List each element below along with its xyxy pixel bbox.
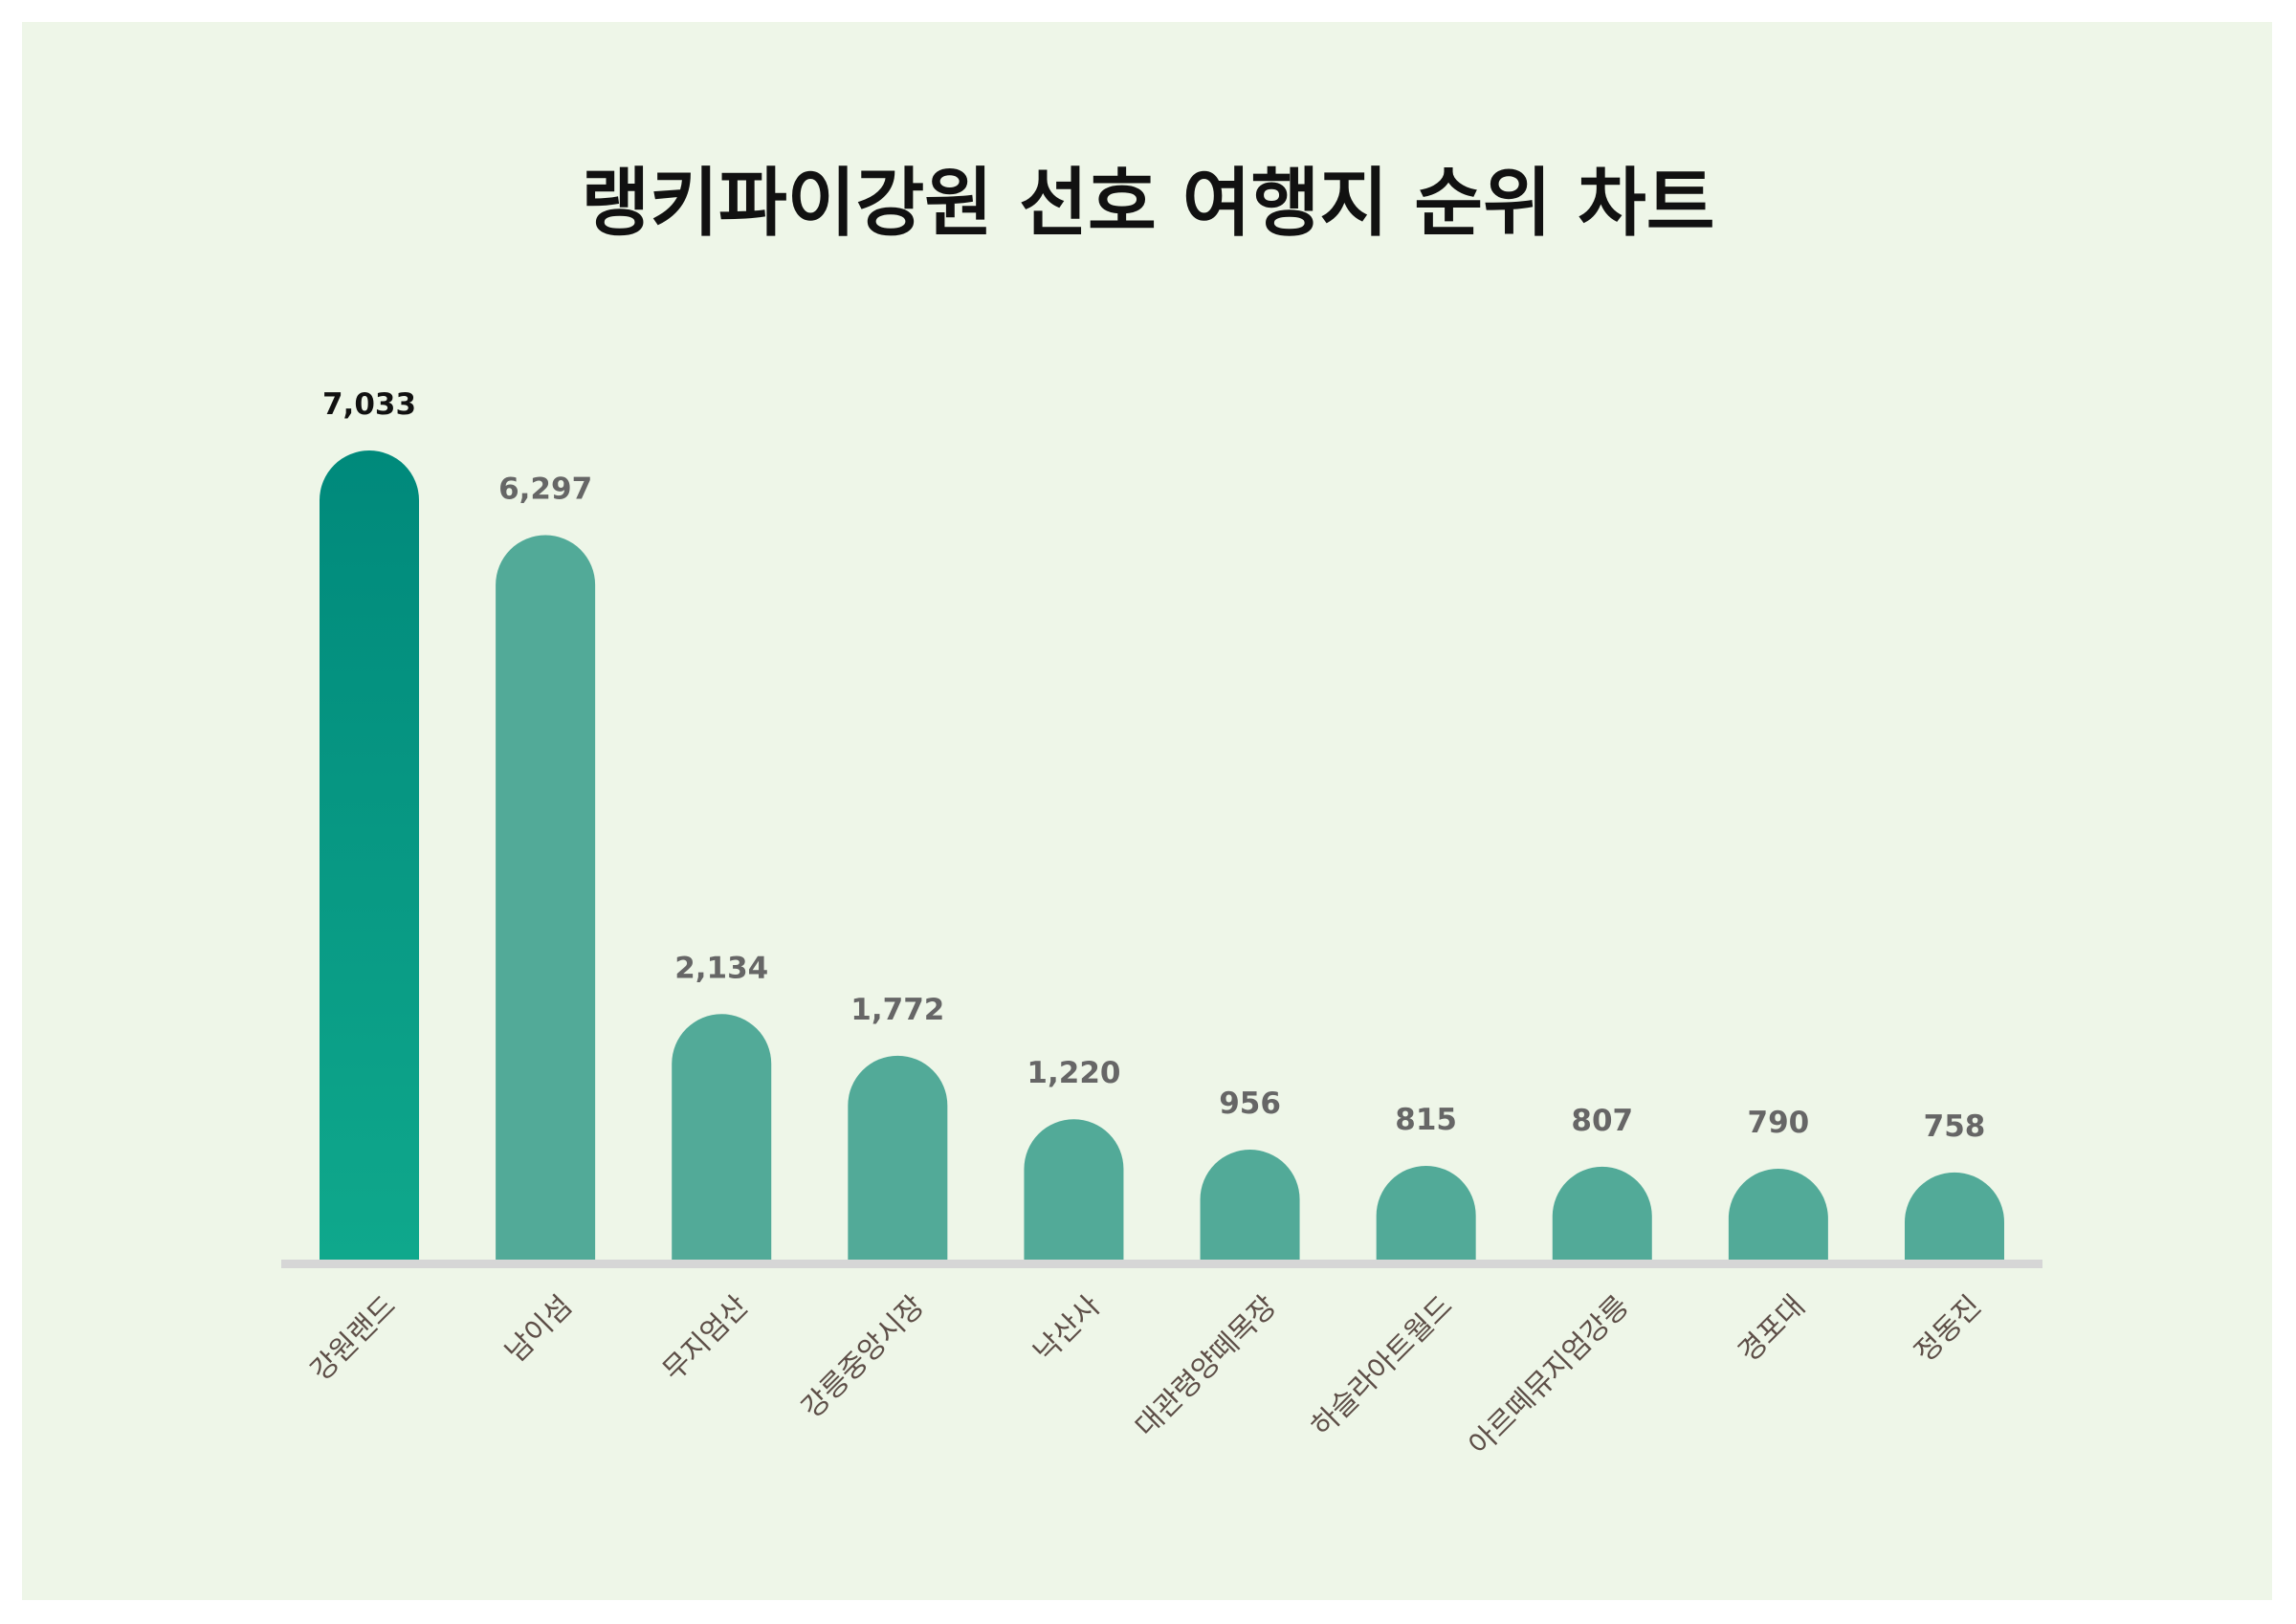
value-label: 807 — [1571, 1104, 1633, 1138]
bar-대관령양떼목장 — [1200, 1150, 1300, 1260]
category-label: 아르떼뮤지엄강릉 — [1463, 1289, 1636, 1462]
category-label: 남이섬 — [499, 1289, 579, 1369]
bar-강릉중앙시장 — [848, 1055, 948, 1260]
bar-강원랜드 — [320, 450, 419, 1260]
value-label: 6,297 — [498, 472, 592, 507]
value-label: 758 — [1924, 1109, 1986, 1144]
category-label: 하슬라아트월드 — [1305, 1289, 1459, 1443]
bar-경포대 — [1728, 1168, 1828, 1260]
bar-정동진 — [1905, 1172, 2004, 1260]
value-label: 2,134 — [674, 951, 768, 985]
category-label: 무지엄산 — [656, 1289, 755, 1388]
bar-남이섬 — [496, 535, 596, 1260]
value-label: 815 — [1395, 1103, 1457, 1137]
category-label: 강릉중앙시장 — [795, 1289, 931, 1425]
category-label: 대관령양떼목장 — [1129, 1289, 1283, 1443]
bar-무지엄산 — [672, 1014, 772, 1260]
bar-하슬라아트월드 — [1376, 1165, 1476, 1260]
value-label: 1,772 — [850, 993, 944, 1027]
value-label: 1,220 — [1027, 1056, 1120, 1090]
chart-title: 랭키파이강원 선호 여행지 순위 차트 — [581, 161, 1715, 247]
category-label: 낙산사 — [1027, 1289, 1107, 1369]
value-label: 956 — [1219, 1086, 1281, 1121]
bar-낙산사 — [1024, 1119, 1124, 1260]
category-label: 강원랜드 — [304, 1289, 403, 1388]
value-label: 7,033 — [322, 387, 416, 422]
bar-아르떼뮤지엄강릉 — [1552, 1166, 1652, 1260]
value-label: 790 — [1748, 1106, 1810, 1140]
x-axis-line — [281, 1260, 2042, 1268]
category-label: 정동진 — [1909, 1289, 1988, 1369]
category-label: 경포대 — [1733, 1289, 1812, 1369]
